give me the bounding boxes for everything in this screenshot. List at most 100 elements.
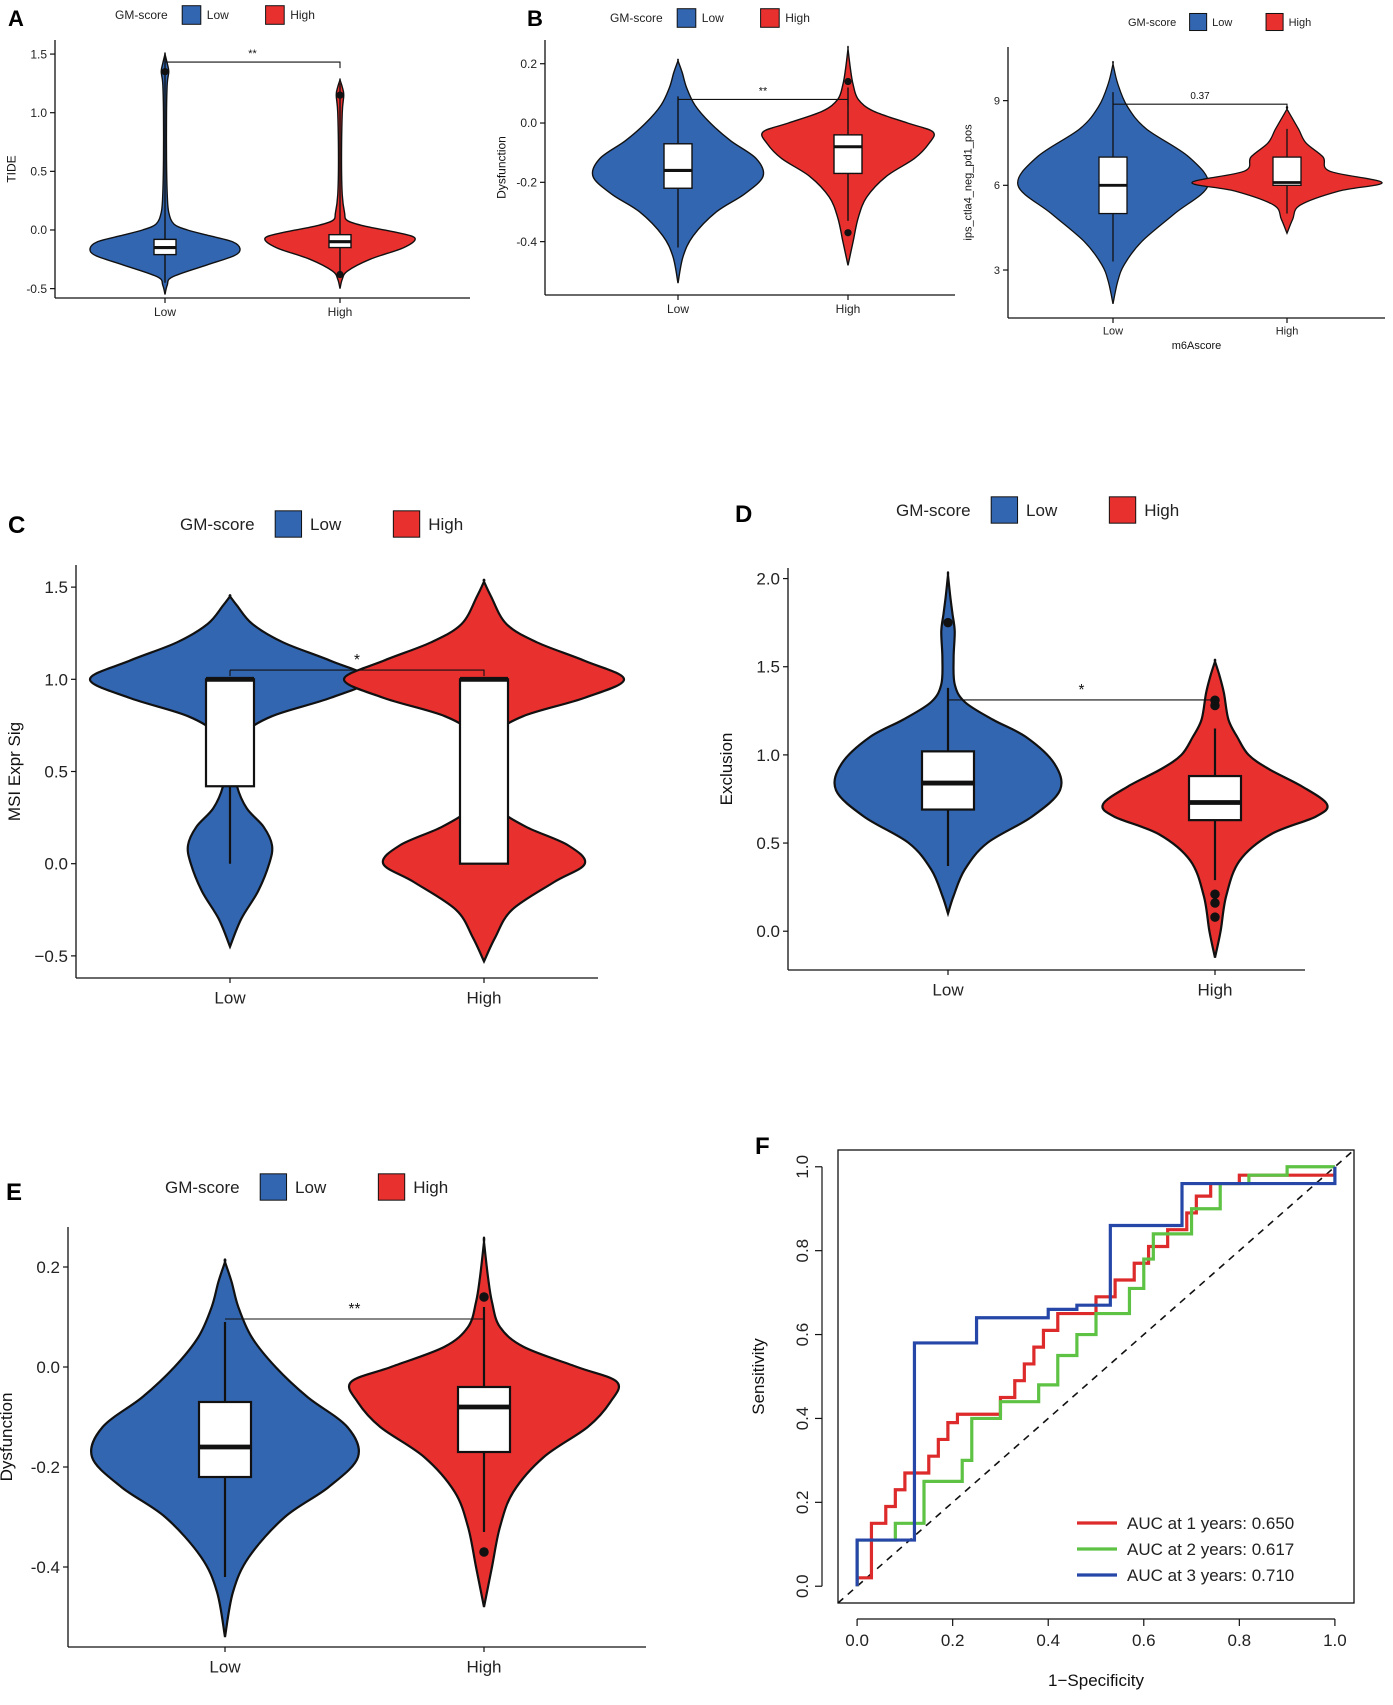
y-tick-label: 0.5 [756,834,780,853]
panel-label: E [6,1179,22,1206]
legend-key-low [990,496,1019,524]
significance-label: ** [349,1301,361,1318]
legend-key-low [181,5,202,25]
x-tick-label: Low [667,302,689,316]
y-tick-label: 0.2 [520,57,537,71]
y-tick-label: 1.5 [30,47,47,61]
y-tick-label: 0.5 [30,165,47,179]
box-high [1187,774,1243,822]
y-tick-label: 0.8 [793,1239,812,1263]
outlier-point [479,1547,489,1557]
y-axis-title: ips_ctla4_neg_pd1_pos [963,124,975,241]
x-tick-label: 0.4 [1036,1631,1060,1650]
box-low [204,678,256,788]
panel-f: F 0.0 0.2 0.4 0.6 0.8 1.0 1−Specificity 0.0 0.2 0.… [749,1133,1355,1690]
x-tick-label: 0.6 [1132,1631,1156,1650]
legend-key-high [1108,496,1137,524]
panel-label: C [8,512,25,539]
outlier-point [479,1292,489,1302]
legend-key-low [1189,12,1208,32]
panel-e: E -0.4 -0.2 0.0 0.2 Dysfunction Low High ** GM-sc… [0,1173,646,1677]
y-tick-label: 1.0 [44,670,68,689]
legend-item: AUC at 3 years: 0.710 [1127,1566,1294,1585]
y-tick-label: 0.0 [44,855,68,874]
panel-c: C −0.5 0.0 0.5 1.0 1.5 MSI Expr Sig Low High * GM-… [5,510,626,1008]
y-tick-label: 0.0 [756,922,780,941]
significance-bracket [678,98,849,106]
outlier-point [161,68,169,76]
x-tick-label: 1.0 [1323,1631,1347,1650]
x-tick-label: High [467,1658,502,1677]
legend-title: GM-score [896,501,971,520]
legend-item-high: High [428,515,463,534]
legend-item-low: Low [702,11,724,25]
y-tick-label: 1.5 [44,578,68,597]
legend-key-high [265,5,285,25]
legend-background [1069,1505,1351,1600]
legend-item-high: High [1144,501,1179,520]
box-high [1272,156,1302,186]
y-tick-label: 1.5 [756,658,780,677]
y-tick-label: -0.4 [516,235,537,249]
x-tick-label: Low [214,989,246,1008]
legend-item-low: Low [207,8,229,22]
outlier-point [943,617,953,628]
legend-item: AUC at 2 years: 0.617 [1127,1540,1294,1559]
legend-key-low [676,8,697,28]
significance-bracket [1113,103,1288,111]
y-tick-label: 0.0 [520,116,537,130]
y-tick-label: 6 [994,180,1000,192]
legend-title: GM-score [165,1178,240,1197]
y-axis-title: Dysfunction [0,1393,16,1482]
legend-item: AUC at 1 years: 0.650 [1127,1514,1294,1533]
x-tick-label: High [1198,981,1233,1000]
y-tick-label: 2.0 [756,570,780,589]
legend-title: GM-score [1128,17,1176,29]
x-tick-label: Low [209,1658,241,1677]
legend: GM-score Low High [165,1173,448,1201]
x-tick-label: 0.0 [845,1631,869,1650]
y-axis-title: Sensitivity [749,1338,768,1415]
panel-a: A -0.5 0.0 0.5 1.0 1.5 TIDE Low High ** GM-score Lo… [4,5,470,319]
panel-label: B [527,6,543,31]
panel-label: F [755,1133,770,1160]
outlier-point [1210,889,1220,899]
legend-key-high [377,1173,406,1201]
panel-label: A [8,6,24,31]
y-tick-label: -0.5 [26,282,47,296]
x-tick-label: Low [1103,326,1123,338]
plot-frame [837,1149,1355,1604]
x-tick-label: 0.2 [941,1631,965,1650]
y-tick-label: 1.0 [793,1155,812,1179]
y-tick-label: 0.4 [793,1407,812,1431]
y-tick-label: -0.2 [516,176,537,190]
panel-b: B -0.4 -0.2 0.0 0.2 Dysfunction Low High ** GM-sc… [494,6,955,316]
box-low [920,750,976,811]
outlier-point [336,91,344,99]
legend-key-high [1265,12,1284,32]
y-tick-label: 0.0 [30,223,47,237]
legend-key-high [760,8,780,28]
x-tick-label: Low [932,981,964,1000]
y-tick-label: 1.0 [756,746,780,765]
box-high [456,1385,512,1454]
significance-bracket [229,669,485,677]
y-axis-title: Exclusion [717,733,736,806]
x-tick-label: High [467,989,502,1008]
significance-bracket [225,1318,485,1325]
y-axis-title: Dysfunction [494,136,508,199]
y-axis-title: MSI Expr Sig [5,722,24,821]
x-tick-label: High [836,302,861,316]
x-tick-label: 0.8 [1228,1631,1252,1650]
legend: AUC at 1 years: 0.650 AUC at 2 years: 0.6… [1069,1505,1351,1600]
significance-bracket [165,61,341,69]
legend-item-high: High [1289,17,1312,29]
x-tick-label: High [1276,326,1299,338]
panel-label: D [735,501,752,528]
y-tick-label: 3 [994,265,1000,277]
legend-item-high: High [413,1178,448,1197]
outlier-point [844,229,852,237]
y-tick-label: −0.5 [34,947,68,966]
significance-label: * [354,652,360,669]
significance-label: ** [248,48,257,60]
